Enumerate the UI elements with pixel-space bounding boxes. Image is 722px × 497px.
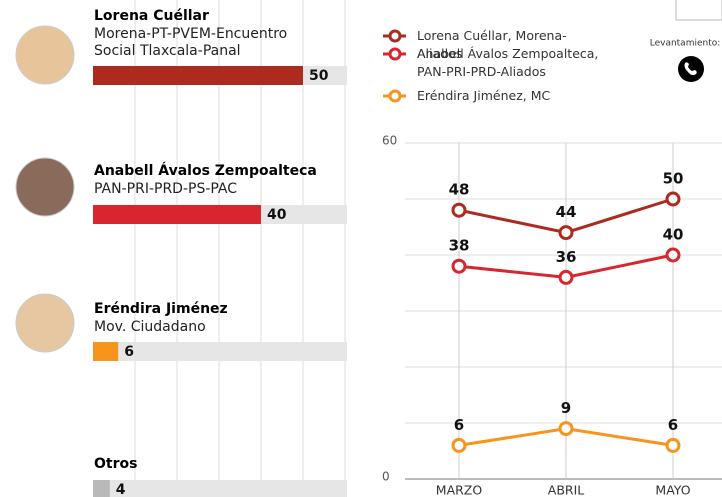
bar — [93, 205, 261, 224]
x-tick-label: MARZO — [436, 483, 483, 497]
bar — [93, 342, 118, 361]
value-label: 9 — [561, 399, 571, 417]
value-label: 44 — [556, 203, 577, 221]
point — [453, 439, 465, 451]
value-label: 36 — [556, 248, 577, 266]
value-label: 40 — [663, 226, 684, 244]
value-label: 48 — [449, 181, 470, 199]
candidate-name: Eréndira Jiménez — [94, 301, 228, 318]
bar-background — [93, 480, 347, 497]
box — [676, 0, 722, 20]
point — [453, 260, 465, 272]
legend-label: Anabell Ávalos Zempoalteca, PAN-PRI-PRD-… — [417, 45, 602, 81]
value-label: 6 — [124, 344, 134, 360]
candidate-name: Otros — [94, 456, 137, 473]
point — [667, 249, 679, 261]
bar — [93, 66, 303, 85]
x-tick-label: ABRIL — [548, 483, 584, 497]
phone-icon — [678, 56, 704, 82]
value-label: 38 — [449, 237, 470, 255]
party-label: PAN-PRI-PRD-PS-PAC — [94, 181, 319, 198]
photo — [16, 158, 74, 216]
bar — [93, 480, 110, 497]
value-label: 40 — [267, 207, 287, 223]
y-tick-label: 60 — [382, 134, 397, 148]
value-label: 50 — [663, 170, 684, 188]
point — [560, 227, 572, 239]
photo — [16, 294, 74, 352]
legend-marker — [390, 31, 400, 41]
page: 504064060MARZOABRILMAYO484450383640696Le… — [0, 0, 722, 497]
legend-label: Eréndira Jiménez, MC — [417, 87, 602, 105]
candidate-name: Anabell Ávalos Zempoalteca — [94, 163, 317, 180]
candidate-name: Lorena Cuéllar — [94, 8, 209, 25]
party-label: Mov. Ciudadano — [94, 319, 319, 336]
value-label: 50 — [309, 68, 329, 84]
legend-marker — [390, 91, 400, 101]
x-tick-label: MAYO — [655, 483, 690, 497]
point — [560, 271, 572, 283]
chart: 504064060MARZOABRILMAYO484450383640696Le… — [0, 0, 722, 497]
value-label: 6 — [454, 416, 464, 434]
value-label: 4 — [116, 482, 126, 497]
point — [560, 423, 572, 435]
value-label: 6 — [668, 416, 678, 434]
point — [667, 193, 679, 205]
photo — [16, 26, 74, 84]
y-tick-label: 0 — [382, 470, 390, 484]
legend-marker — [390, 49, 400, 59]
point — [667, 439, 679, 451]
note: Levantamiento: — [650, 39, 721, 49]
point — [453, 204, 465, 216]
party-label: Morena-PT-PVEM-Encuentro Social Tlaxcala… — [94, 26, 319, 60]
